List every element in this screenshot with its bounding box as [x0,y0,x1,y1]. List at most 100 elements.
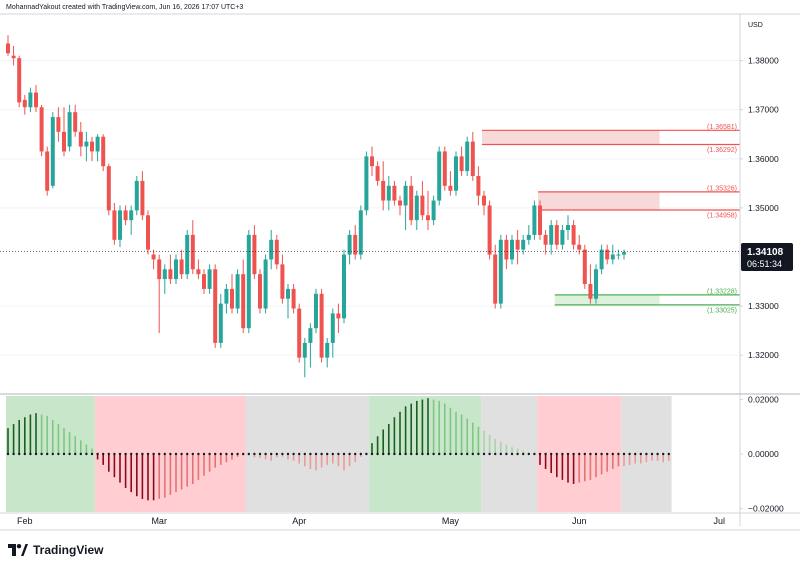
candle-body [465,141,470,172]
osc-zero-dot [264,452,267,456]
osc-bar [443,403,446,456]
osc-zero-dot [516,452,519,456]
osc-zero-dot [662,452,665,456]
candle [543,230,548,255]
osc-zero-dot [432,452,435,456]
osc-zero-dot [214,452,217,456]
osc-zero-dot [141,452,144,456]
osc-zero-dot [410,452,413,456]
candle [134,176,139,216]
osc-zero-dot [510,452,514,456]
candle [101,134,106,172]
tradingview-logo[interactable]: TradingView [8,543,103,557]
osc-bar [387,424,390,456]
candle [504,234,509,270]
osc-bar [471,422,474,456]
osc-bar [281,452,284,457]
candle-body [588,284,593,299]
candle [269,230,274,270]
candle [364,151,369,216]
osc-zero-dot [488,452,491,456]
osc-bar [454,411,458,456]
candle [28,87,33,113]
osc-zero-dot [79,452,83,456]
osc-zero-dot [34,452,38,456]
zone-upper-label: (1.36581) [707,124,737,131]
candle [577,234,582,255]
osc-bar [438,400,441,456]
osc-bar [90,448,94,456]
candle [17,55,22,108]
osc-bar [286,452,290,460]
candle-body [280,264,285,299]
candle-body [174,259,178,280]
tradingview-logo-icon [8,544,28,556]
osc-bar [79,440,83,456]
tradingview-brand: TradingView [33,543,104,557]
candle-body [106,166,111,211]
osc-bar [354,452,357,463]
candle [526,225,531,245]
zone-lower-label: (1.36292) [707,147,737,154]
candle [78,122,83,157]
candle-body [286,288,290,299]
candle [196,259,201,280]
osc-bar [667,452,670,461]
osc-bar [18,419,21,456]
candle [302,338,307,378]
osc-zero-dot [617,452,620,456]
osc-bar [348,452,351,467]
osc-bar [247,452,250,456]
candle-body [454,156,458,191]
osc-zero-dot [387,452,390,456]
candle [560,225,565,250]
candle-body [213,269,218,343]
zone-lower-label: (1.33025) [707,307,737,314]
candle [151,249,156,270]
candle-body [308,328,313,343]
osc-bar [34,413,38,456]
candle [123,205,128,226]
candle [162,264,167,294]
candle [274,234,279,270]
current-price-badge: 1.34108 06:51:34 [741,243,793,271]
candle [314,288,318,334]
zone-upper-label: (1.33228) [707,288,737,295]
candle [616,249,621,260]
osc-zero-dot [538,452,542,456]
osc-bar [404,406,407,456]
osc-tick-label: 0.02000 [748,395,779,405]
candle-body [140,180,145,216]
candle [521,234,526,255]
candle [414,190,419,230]
osc-bar [477,426,480,456]
candle [56,107,61,142]
candle-body [577,244,582,250]
candle-body [134,180,139,211]
osc-zero-dot [667,452,670,456]
osc-zero-dot [494,452,497,456]
osc-zero-dot [180,452,183,456]
osc-zero-dot [236,452,239,456]
osc-bar [141,452,144,499]
candle-body [364,156,369,211]
time-tick-label: Feb [17,516,33,526]
osc-zero-dot [286,452,290,456]
candle [532,200,537,240]
osc-zero-dot [191,452,194,456]
candle-body [370,156,374,167]
osc-zero-dot [309,452,312,456]
osc-zero-dot [320,452,323,456]
candle-body [353,234,358,255]
osc-bar [415,400,418,456]
osc-bar [169,452,172,495]
osc-bar [96,452,99,460]
osc-zero-dot [130,452,133,456]
osc-bar [342,452,346,471]
osc-zero-dot [152,452,155,456]
current-price: 1.34108 [747,247,784,258]
osc-zero-dot [555,452,558,456]
candle-body [202,274,206,289]
osc-zero-dot [270,452,273,456]
